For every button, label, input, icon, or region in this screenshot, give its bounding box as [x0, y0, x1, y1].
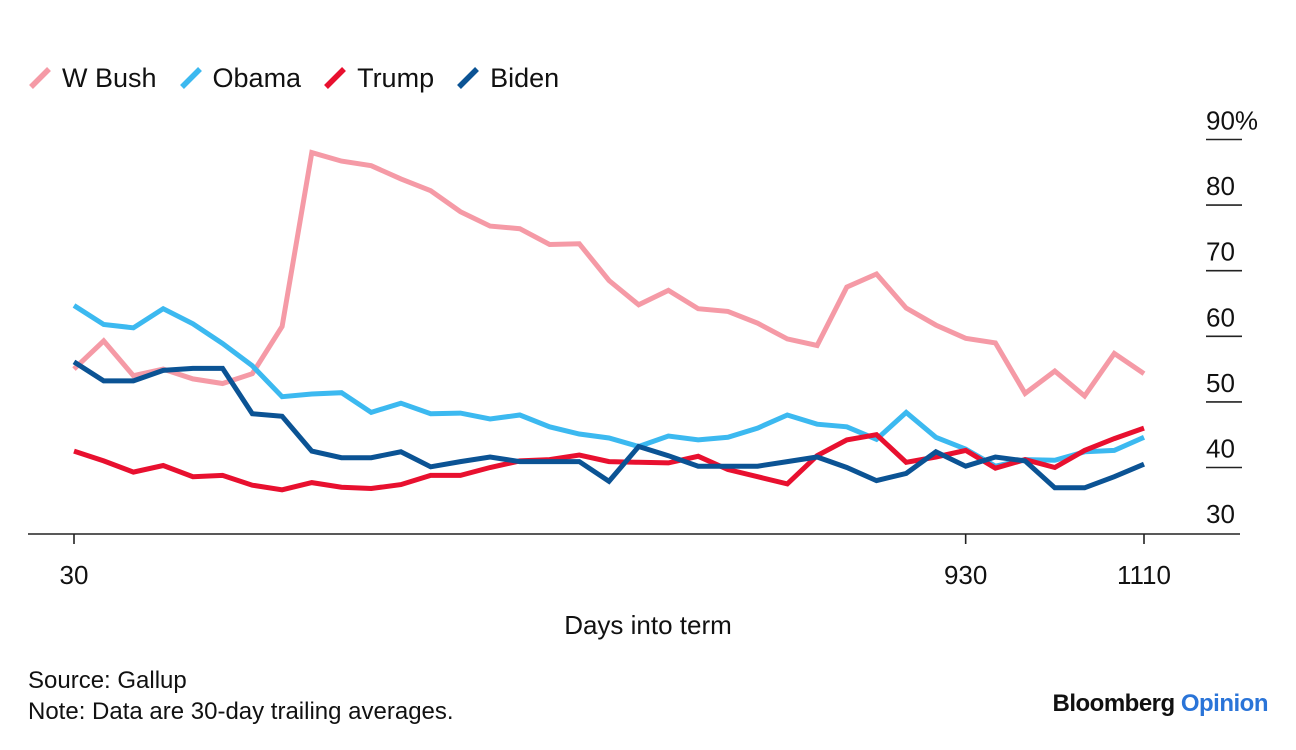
y-tick-label: 70	[1206, 237, 1235, 267]
legend-label: Biden	[490, 62, 560, 93]
source-note: Source: Gallup	[28, 667, 187, 694]
y-tick-label: 90%	[1206, 106, 1258, 136]
chart-footer: Source: Gallup Note: Data are 30-day tra…	[28, 665, 454, 727]
x-tick-label: 930	[944, 560, 987, 590]
legend-item: Biden	[456, 63, 559, 94]
brand-section: Opinion	[1180, 690, 1269, 717]
series-line-biden	[72, 359, 1145, 491]
data-note: Note: Data are 30-day trailing averages.	[28, 698, 454, 725]
legend-swatch	[179, 67, 202, 89]
legend-swatch-line	[29, 67, 51, 89]
legend-swatch-line	[179, 67, 202, 89]
y-tick-label: 40	[1206, 434, 1235, 464]
chart-legend: W Bush Obama Trump Biden	[28, 58, 581, 98]
series-line-w-bush	[72, 149, 1146, 400]
legend-label: Trump	[357, 62, 435, 93]
y-tick-label: 50	[1206, 368, 1235, 398]
series-line-trump	[73, 425, 1145, 493]
x-tick-label: 30	[60, 560, 89, 590]
legend-swatch	[324, 67, 347, 89]
legend-swatch-line	[324, 67, 347, 89]
x-tick-label: 1110	[1117, 560, 1171, 590]
legend-label: W Bush	[62, 62, 157, 93]
brand-name: Bloomberg	[1052, 690, 1176, 717]
y-tick-label: 80	[1206, 171, 1235, 201]
legend-label: Obama	[212, 62, 302, 93]
y-tick-label: 30	[1206, 499, 1235, 529]
legend-swatch-line	[457, 67, 480, 89]
bloomberg-opinion-logo: Bloomberg Opinion	[1053, 690, 1269, 718]
legend-swatch	[457, 67, 480, 89]
legend-item: Obama	[179, 62, 302, 94]
legend-item: W Bush	[28, 63, 157, 94]
x-axis-title: Days into term	[564, 610, 732, 640]
legend-swatch	[29, 67, 51, 89]
legend-item: Trump	[323, 63, 434, 94]
y-tick-label: 60	[1206, 302, 1235, 332]
chart-plot: 30 930 1110 Days into term 30 40 50 60 70 80 90%	[28, 106, 1258, 640]
